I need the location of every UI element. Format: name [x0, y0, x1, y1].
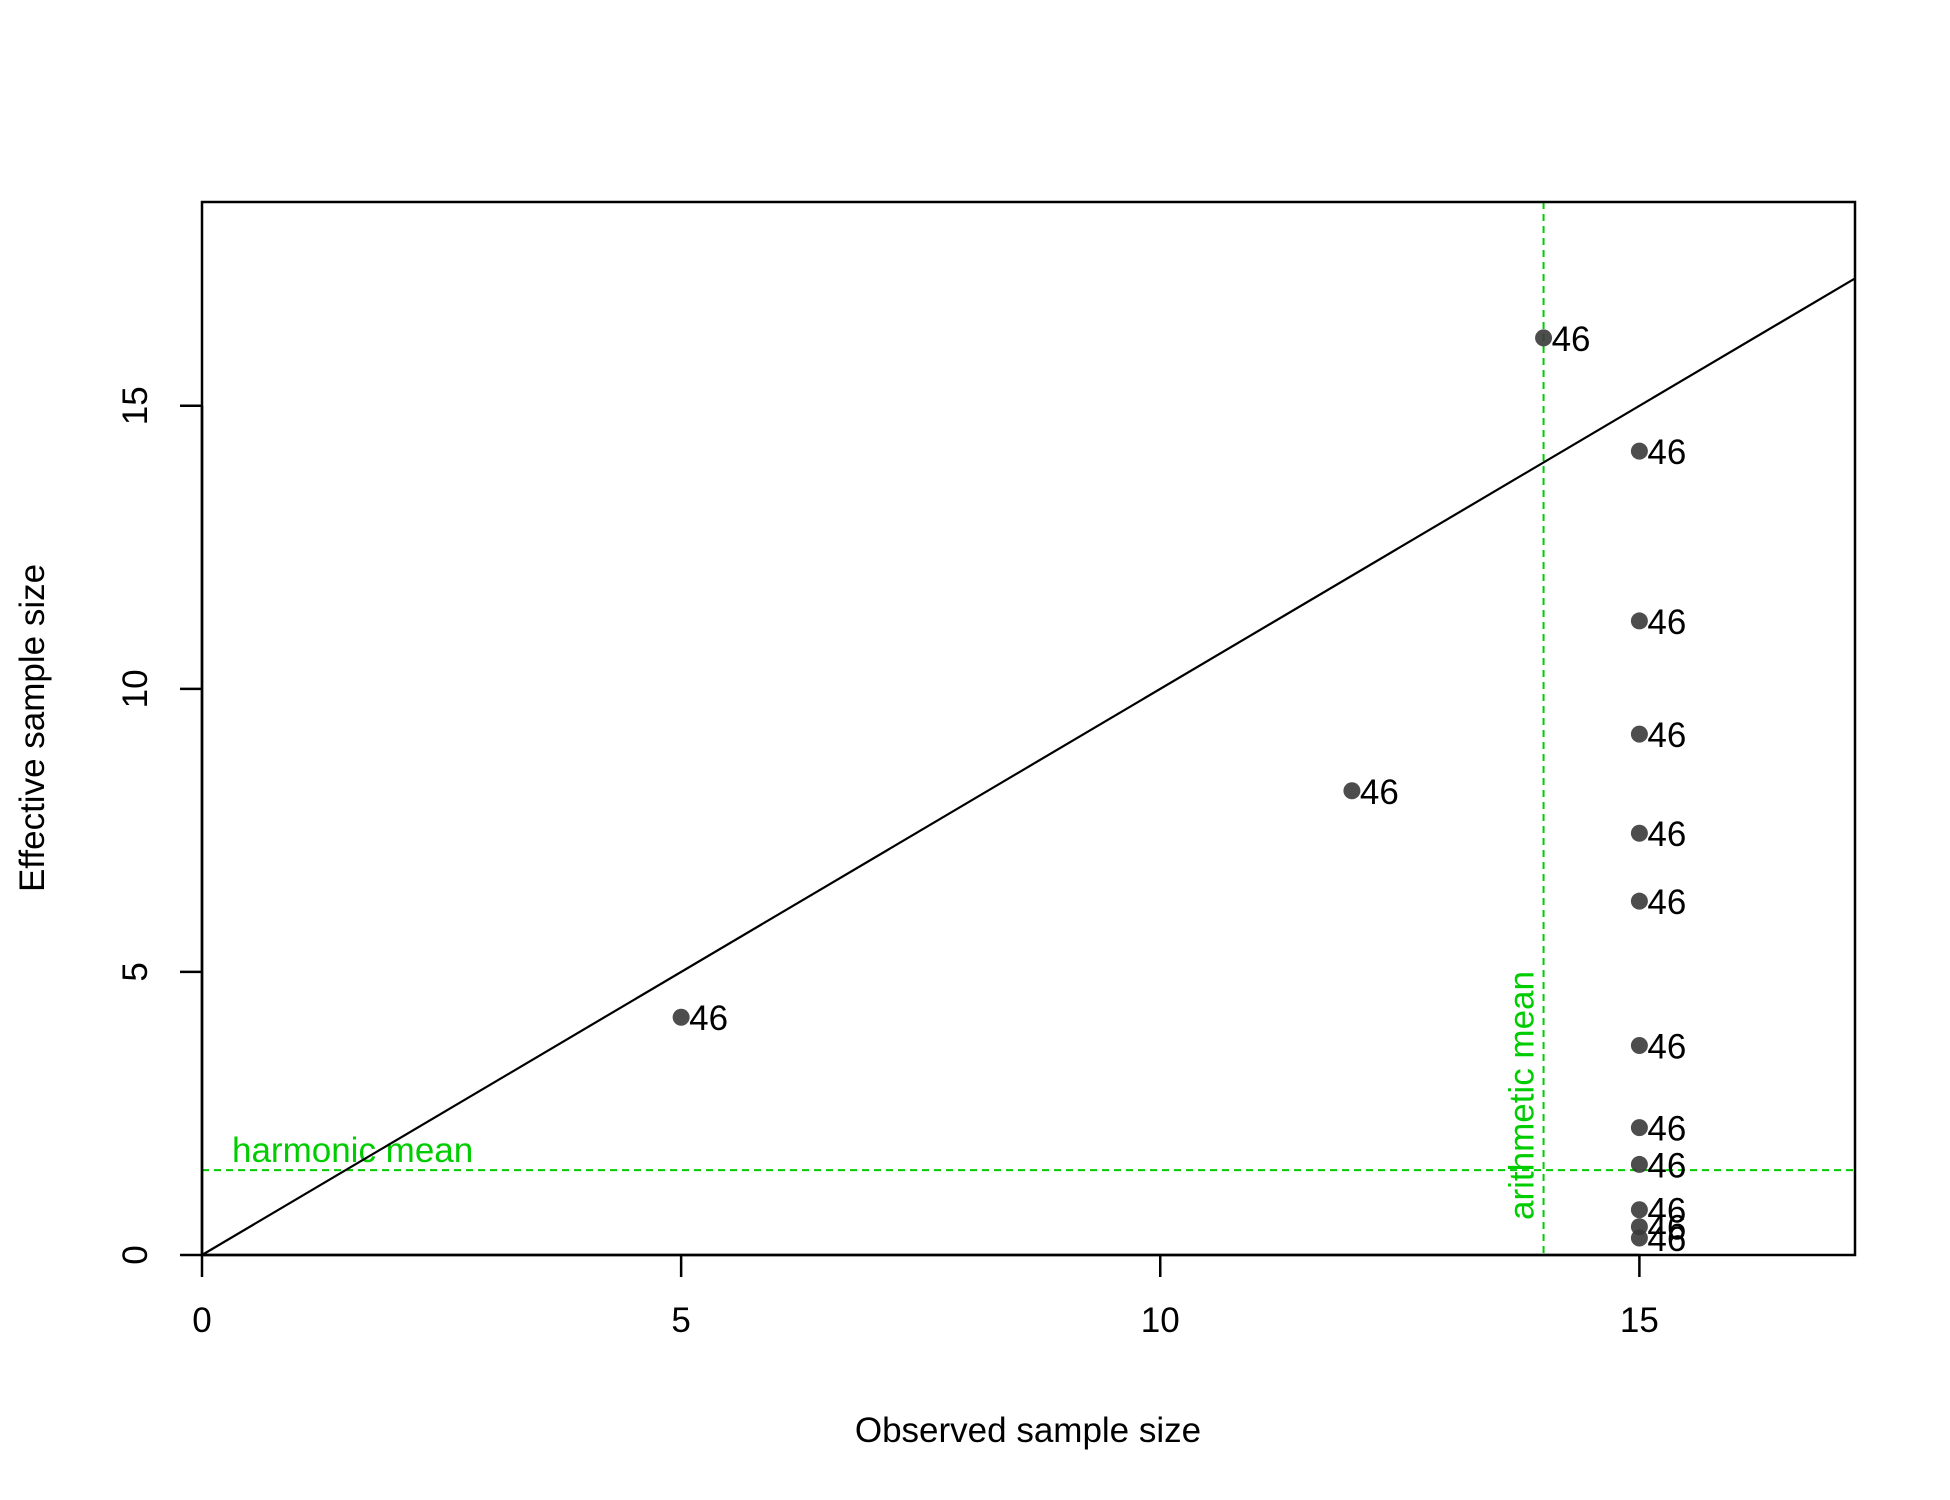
data-point [1630, 442, 1648, 460]
data-point-label: 46 [1647, 1146, 1686, 1185]
x-tick-label: 0 [192, 1301, 211, 1340]
data-point-label: 46 [1647, 1209, 1686, 1248]
data-point-label: 46 [1647, 1110, 1686, 1149]
x-tick-label: 5 [671, 1301, 690, 1340]
data-point-label: 46 [1647, 716, 1686, 755]
data-point [1535, 329, 1553, 347]
data-point [1630, 725, 1648, 743]
data-point-label: 46 [1360, 773, 1399, 812]
y-axis-title: Effective sample size [13, 564, 52, 892]
data-point-label: 46 [1647, 1192, 1686, 1231]
data-point [1343, 782, 1361, 800]
data-point [1630, 612, 1648, 630]
data-point [1630, 892, 1648, 910]
data-point [1630, 1201, 1648, 1219]
arithmetic-mean-label: arithmetic mean [1503, 971, 1542, 1220]
data-point [1630, 824, 1648, 842]
x-tick-label: 10 [1141, 1301, 1180, 1340]
y-tick-label: 5 [116, 962, 155, 981]
data-point-label: 46 [689, 999, 728, 1038]
y-tick-label: 15 [116, 386, 155, 425]
data-point-label: 46 [1552, 320, 1591, 359]
y-tick-label: 0 [116, 1245, 155, 1264]
data-point-label: 46 [1647, 433, 1686, 472]
data-point-label: 46 [1647, 603, 1686, 642]
plot-frame [200, 200, 1857, 1257]
x-tick-label: 15 [1620, 1301, 1659, 1340]
identity-line [201, 277, 1856, 1256]
data-point-label: 46 [1647, 1220, 1686, 1259]
identity-line-group [201, 277, 1856, 1256]
data-point [1630, 1037, 1648, 1055]
y-tick-label: 10 [116, 669, 155, 708]
data-point-label: 46 [1647, 1028, 1686, 1067]
reference-lines: harmonic mean arithmetic mean [202, 202, 1855, 1255]
harmonic-mean-label: harmonic mean [232, 1131, 473, 1170]
data-point [1630, 1229, 1648, 1247]
data-point [1630, 1119, 1648, 1137]
x-axis-title: Observed sample size [855, 1411, 1201, 1450]
data-point-label: 46 [1647, 883, 1686, 922]
data-point-label: 46 [1647, 815, 1686, 854]
data-point [1630, 1155, 1648, 1173]
data-point [672, 1008, 690, 1026]
